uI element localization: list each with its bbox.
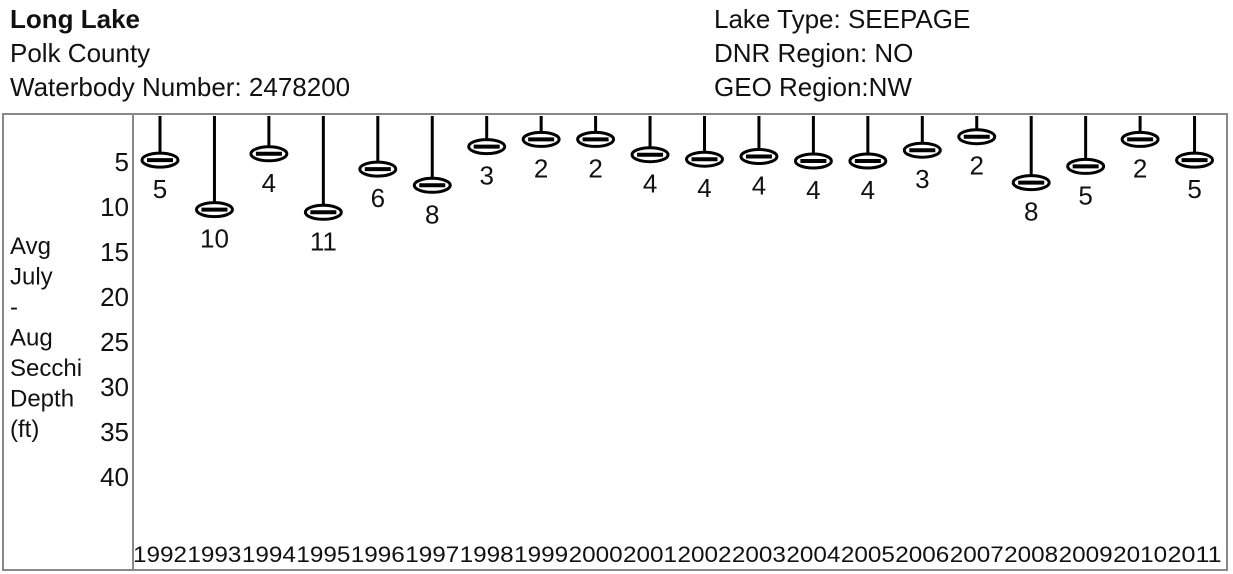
x-tick-label: 2008: [1004, 542, 1058, 567]
secchi-marker-1992: 5: [140, 116, 180, 204]
y-axis-label-line: Depth: [10, 386, 74, 413]
data-label: 3: [479, 161, 493, 191]
county-label: Polk County: [10, 38, 151, 68]
secchi-marker-2007: 2: [957, 116, 997, 181]
data-label: 5: [153, 174, 167, 204]
x-tick-label: 1992: [133, 542, 187, 567]
data-label: 4: [806, 175, 820, 205]
data-label: 5: [1187, 174, 1201, 204]
lake-type-label: Lake Type: SEEPAGE: [714, 4, 971, 34]
x-tick-label: 2006: [895, 542, 949, 567]
x-tick-label: 2000: [569, 542, 623, 567]
y-axis-ticks: 5 10 15 20 25 30 35 40: [100, 147, 129, 492]
secchi-marker-2008: 8: [1011, 116, 1051, 227]
x-tick-label: 2001: [623, 542, 677, 567]
y-axis-label-line: (ft): [10, 416, 39, 443]
x-tick-label: 2005: [841, 542, 895, 567]
x-tick-label: 2007: [950, 542, 1004, 567]
x-tick-label: 1998: [460, 542, 514, 567]
y-tick-label: 30: [100, 372, 129, 402]
header-left: Long Lake Polk County Waterbody Number: …: [10, 2, 350, 104]
x-tick-label: 1993: [187, 542, 241, 567]
lake-name: Long Lake: [10, 4, 141, 34]
secchi-marker-2000: 2: [576, 116, 616, 183]
y-tick-label: 20: [100, 282, 129, 312]
secchi-marker-2011: 5: [1175, 116, 1215, 204]
y-tick-label: 15: [100, 237, 129, 267]
y-tick-label: 5: [115, 147, 129, 177]
y-tick-label: 25: [100, 327, 129, 357]
data-label: 5: [1078, 180, 1092, 210]
data-label: 2: [1133, 153, 1147, 183]
x-tick-label: 1995: [296, 542, 350, 567]
x-tick-label: 1996: [351, 542, 405, 567]
x-tick-label: 2011: [1168, 542, 1222, 567]
secchi-series: 5 10 4 11 6 8 3 2 2 4 4 4 4 4 3 2 8 5 2 5: [140, 116, 1215, 256]
x-tick-label: 2003: [732, 542, 786, 567]
y-axis-label-line: Aug: [10, 325, 53, 352]
secchi-marker-2004: 4: [793, 116, 833, 205]
data-label: 2: [970, 151, 984, 181]
x-tick-label: 2009: [1059, 542, 1113, 567]
data-label: 8: [1024, 197, 1038, 227]
waterbody-label: Waterbody Number: 2478200: [10, 72, 351, 102]
secchi-marker-1998: 3: [467, 116, 507, 191]
data-label: 4: [643, 169, 657, 199]
x-tick-label: 2004: [786, 542, 840, 567]
data-label: 3: [915, 164, 929, 194]
dnr-region-label: DNR Region: NO: [714, 38, 914, 68]
x-tick-label: 1994: [242, 542, 296, 567]
x-tick-label: 2010: [1113, 542, 1167, 567]
secchi-marker-2001: 4: [630, 116, 670, 199]
chart-frame: [2, 113, 1228, 571]
data-label: 4: [697, 173, 711, 203]
data-label: 2: [534, 153, 548, 183]
data-label: 6: [371, 183, 385, 213]
y-axis-label-line: -: [10, 294, 18, 321]
x-axis-ticks: 1992 1993 1994 1995 1996 1997 1998 1999 2000 2001…: [133, 542, 1222, 567]
secchi-marker-2003: 4: [739, 116, 779, 201]
secchi-marker-2010: 2: [1120, 116, 1160, 183]
data-label: 4: [262, 168, 276, 198]
secchi-marker-1996: 6: [358, 116, 398, 213]
secchi-marker-2002: 4: [685, 116, 724, 203]
y-axis-label-line: Secchi: [10, 355, 82, 382]
secchi-marker-1993: 10: [194, 116, 234, 254]
data-label: 10: [200, 224, 229, 254]
secchi-marker-1994: 4: [249, 116, 289, 198]
data-label: 8: [425, 199, 439, 229]
data-label: 4: [752, 171, 766, 201]
secchi-marker-1997: 8: [412, 116, 452, 229]
y-axis-label: Avg July - Aug Secchi Depth (ft): [10, 233, 82, 443]
x-tick-label: 1997: [405, 542, 459, 567]
y-axis-label-line: July: [10, 264, 53, 291]
secchi-marker-2006: 3: [902, 116, 942, 194]
y-tick-label: 40: [100, 462, 129, 492]
data-label: 4: [861, 175, 875, 205]
secchi-marker-2005: 4: [848, 116, 888, 205]
data-label: 11: [310, 226, 337, 256]
y-tick-label: 10: [100, 192, 129, 222]
geo-region-label: GEO Region:NW: [714, 72, 912, 102]
header-right: Lake Type: SEEPAGE DNR Region: NO GEO Re…: [714, 2, 970, 104]
secchi-marker-2009: 5: [1066, 116, 1106, 210]
y-tick-label: 35: [100, 417, 129, 447]
data-label: 2: [588, 153, 602, 183]
x-tick-label: 2002: [678, 542, 732, 567]
secchi-marker-1999: 2: [521, 116, 561, 183]
y-axis-label-line: Avg: [10, 233, 51, 260]
secchi-marker-1995: 11: [303, 116, 343, 256]
x-tick-label: 1999: [514, 542, 568, 567]
